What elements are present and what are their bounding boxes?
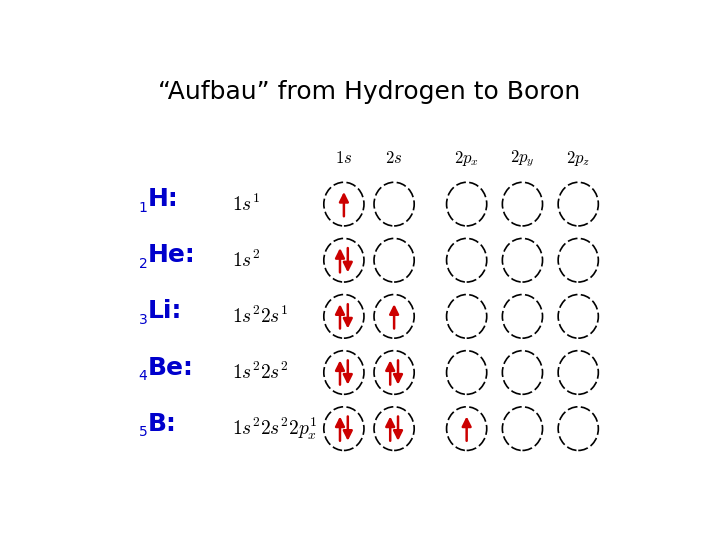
Text: $1s^{2}2s^{1}$: $1s^{2}2s^{1}$ [233, 306, 289, 327]
Text: 4: 4 [139, 369, 148, 383]
Text: $1s^{2}2s^{2}$: $1s^{2}2s^{2}$ [233, 362, 289, 383]
Text: B:: B: [148, 411, 176, 436]
Text: H:: H: [148, 187, 179, 211]
Text: 5: 5 [139, 425, 148, 439]
Text: $2p_z$: $2p_z$ [566, 149, 590, 168]
Text: 1: 1 [138, 200, 148, 214]
Text: $1s$: $1s$ [336, 150, 353, 167]
Text: Be:: Be: [148, 355, 194, 380]
Text: $2s$: $2s$ [385, 150, 402, 167]
Text: $1s^{1}$: $1s^{1}$ [233, 193, 260, 215]
Text: $2p_y$: $2p_y$ [510, 148, 535, 168]
Text: $1s^{2}$: $1s^{2}$ [233, 249, 261, 271]
Text: $1s^{2}2s^{2}2p_x^{1}$: $1s^{2}2s^{2}2p_x^{1}$ [233, 415, 318, 442]
Text: He:: He: [148, 244, 195, 267]
Text: 3: 3 [139, 313, 148, 327]
Text: Li:: Li: [148, 300, 182, 323]
Text: “Aufbau” from Hydrogen to Boron: “Aufbau” from Hydrogen to Boron [158, 80, 580, 104]
Text: 2: 2 [139, 256, 148, 271]
Text: $2p_x$: $2p_x$ [454, 149, 479, 168]
